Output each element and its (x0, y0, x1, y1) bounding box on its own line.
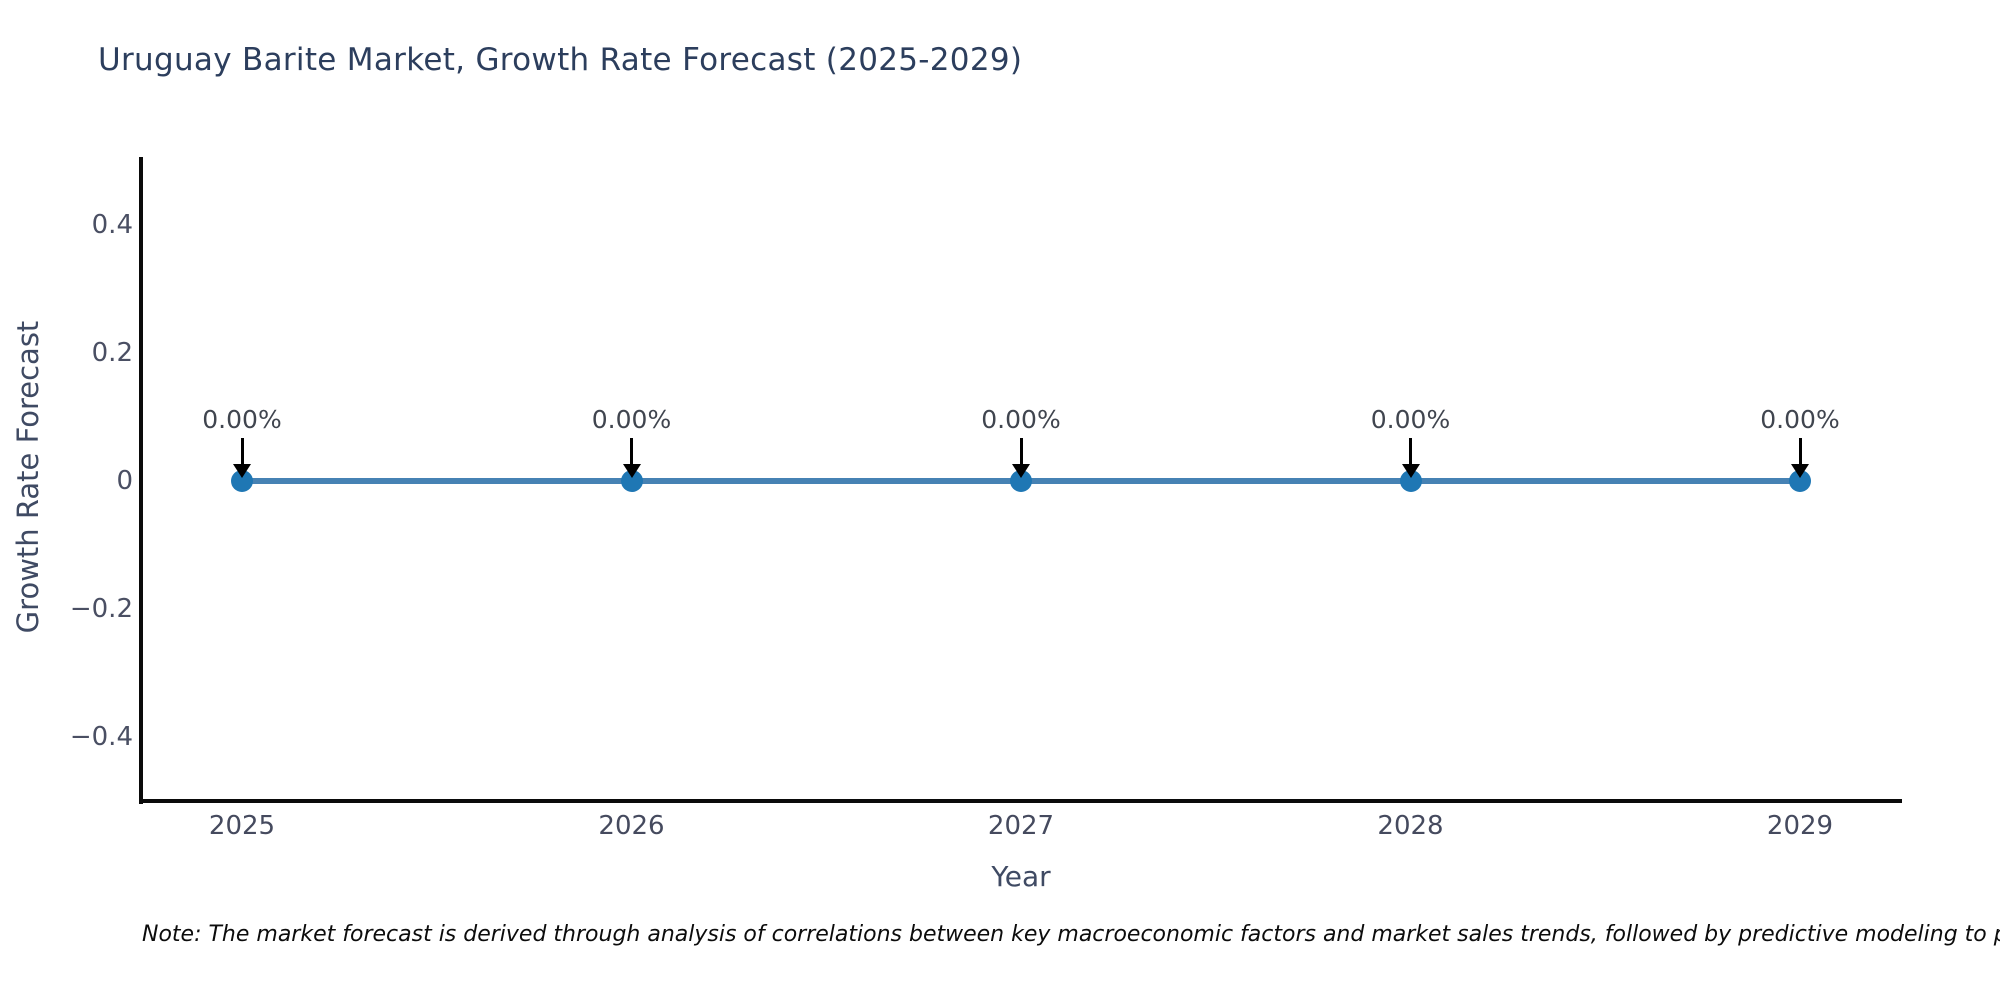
footnote-text: Note: The market forecast is derived thr… (142, 922, 2000, 947)
annotation-arrowhead-icon (1791, 464, 1809, 478)
annotation-arrow-stem (240, 438, 244, 464)
point-value-annotation: 0.00% (1370, 405, 1451, 434)
y-tick-label: 0.2 (91, 338, 133, 368)
x-axis-line (139, 799, 1902, 803)
point-value-annotation: 0.00% (202, 405, 282, 434)
y-tick-label: 0 (116, 466, 133, 496)
x-tick-label: 2028 (1377, 811, 1444, 841)
point-value-annotation: 0.00% (981, 405, 1061, 434)
x-tick-label: 2026 (598, 811, 665, 841)
point-value-annotation: 0.00% (591, 405, 672, 434)
y-tick-label: −0.2 (69, 594, 133, 624)
point-value-annotation: 0.00% (1760, 405, 1840, 434)
annotation-arrow-stem (1409, 438, 1412, 464)
x-axis-title: Year (991, 860, 1051, 893)
annotation-arrow-stem (1019, 438, 1023, 464)
x-tick-label: 2025 (208, 811, 276, 841)
annotation-arrowhead-icon (622, 464, 641, 478)
annotation-arrowhead-icon (1012, 464, 1030, 478)
x-tick-label: 2029 (1766, 811, 1834, 841)
y-tick-label: 0.4 (91, 210, 133, 240)
x-tick-label: 2027 (987, 811, 1055, 841)
annotation-arrow-stem (630, 438, 633, 464)
y-axis-line (139, 157, 143, 804)
annotation-arrowhead-icon (233, 464, 251, 478)
annotation-arrowhead-icon (1401, 464, 1420, 478)
y-tick-label: −0.4 (69, 722, 133, 752)
annotation-arrow-stem (1798, 438, 1802, 464)
chart-title: Uruguay Barite Market, Growth Rate Forec… (98, 42, 1023, 78)
